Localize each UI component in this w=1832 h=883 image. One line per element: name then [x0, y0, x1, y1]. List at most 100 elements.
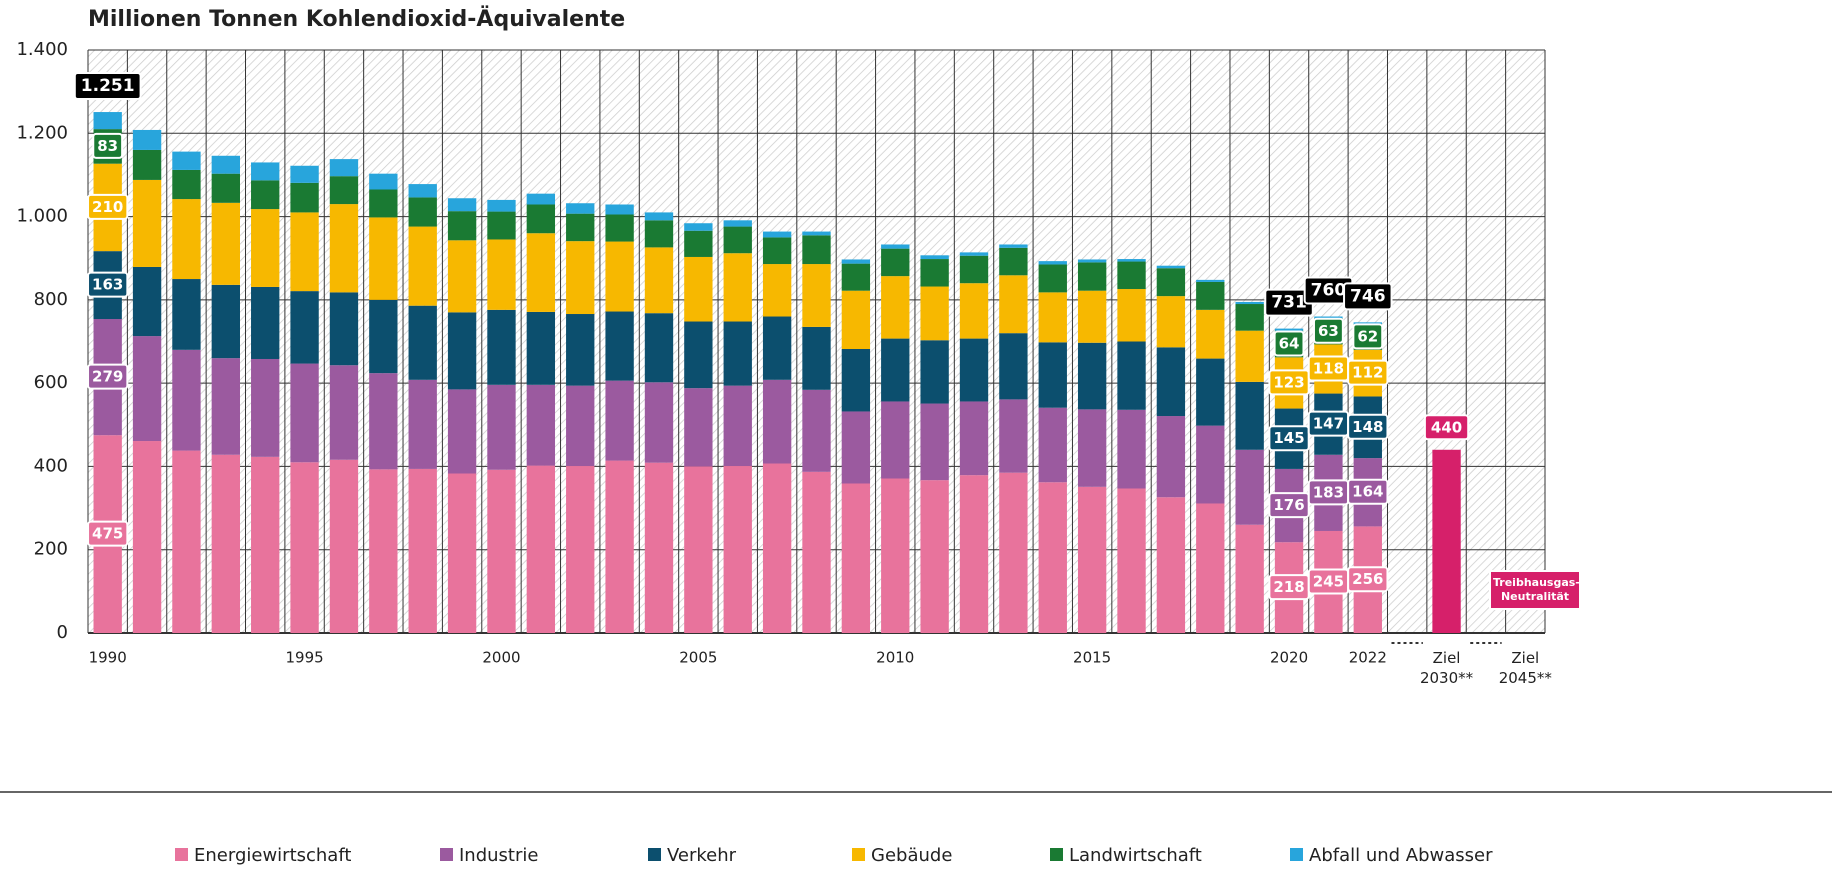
bar-segment	[999, 244, 1028, 248]
legend-label: Gebäude	[871, 845, 952, 866]
bar-segment	[881, 478, 910, 633]
bar-segment	[408, 468, 437, 633]
bar-segment	[920, 340, 949, 404]
bar-segment	[762, 379, 792, 464]
bar-segment	[841, 259, 871, 264]
bar-segment	[566, 314, 595, 386]
data-label: 163	[92, 276, 123, 294]
label-box	[1268, 492, 1310, 519]
label-box	[1423, 414, 1470, 441]
bar-segment	[290, 462, 319, 633]
bar-segment	[566, 466, 595, 633]
bar-segment	[132, 149, 162, 180]
data-label: 183	[1313, 483, 1344, 501]
bar-segment	[526, 193, 556, 205]
bar-segment	[1156, 268, 1186, 297]
bar-segment	[526, 204, 556, 234]
bar-segment	[841, 348, 871, 412]
bar-segment	[172, 199, 201, 280]
x-tick-label: 2000	[482, 649, 520, 667]
data-label: 64	[1279, 334, 1300, 352]
bar-segment	[251, 358, 280, 457]
bar-segment	[290, 182, 319, 213]
data-label: 279	[92, 368, 123, 386]
bar-segment	[881, 401, 910, 479]
label-box	[1347, 359, 1389, 386]
y-tick-label: 1.000	[16, 206, 68, 227]
bar-segment	[762, 237, 792, 265]
bar-segment	[841, 263, 871, 291]
y-tick-label: 200	[34, 539, 68, 560]
bar-segment	[132, 441, 162, 633]
y-tick-label: 400	[34, 455, 68, 476]
bar-segment	[762, 463, 792, 633]
label-box	[1268, 425, 1310, 452]
bar-segment	[1156, 416, 1186, 498]
bar-segment	[1038, 292, 1067, 343]
bar-segment	[1156, 265, 1186, 269]
bar-segment	[329, 365, 359, 460]
bar-segment	[762, 316, 792, 380]
bar-segment	[566, 203, 595, 214]
bar-segment	[290, 165, 319, 183]
bar-segment	[566, 213, 595, 242]
bar-segment	[251, 162, 280, 181]
bar-segment	[762, 231, 792, 238]
label-box	[1343, 282, 1393, 311]
bar-segment	[1196, 279, 1225, 282]
bar-segment	[644, 462, 674, 633]
bar-segment	[408, 226, 437, 306]
bar-segment	[329, 204, 359, 293]
bar-segment	[920, 259, 949, 287]
label-box	[1273, 330, 1305, 357]
bar-segment	[211, 284, 241, 359]
bar-segment	[802, 389, 831, 472]
data-label: 245	[1313, 572, 1344, 590]
x-tick-label: 1990	[89, 649, 127, 667]
bar-segment	[605, 241, 634, 312]
bar-segment	[1038, 342, 1067, 408]
data-label: 83	[97, 137, 118, 155]
bar-segment	[1038, 407, 1067, 483]
bar-segment	[723, 466, 752, 633]
bar-segment	[251, 456, 280, 633]
bar-segment	[487, 211, 516, 240]
data-label: 112	[1352, 364, 1383, 382]
bar-segment	[487, 384, 516, 470]
label-box	[1347, 413, 1389, 440]
bar-segment	[408, 379, 437, 469]
bar-segment	[1235, 381, 1264, 450]
bar-segment	[841, 290, 871, 349]
bar-segment	[1235, 330, 1264, 382]
legend-label: Landwirtschaft	[1069, 845, 1202, 866]
data-label: 176	[1273, 496, 1304, 514]
bar-segment	[1156, 497, 1186, 633]
bar-segment	[920, 480, 949, 633]
bar-segment	[1235, 304, 1264, 331]
bar-segment	[1235, 524, 1264, 633]
bar-segment	[802, 264, 831, 327]
bar-segment	[644, 220, 674, 248]
label-box	[87, 193, 129, 220]
bar-segment	[762, 264, 792, 317]
bar-segment	[172, 450, 201, 633]
bar-segment	[408, 305, 437, 380]
legend-swatch	[852, 848, 865, 861]
bar-segment	[1077, 262, 1107, 291]
chart-title: Millionen Tonnen Kohlendioxid-Äquivalent…	[88, 6, 625, 32]
data-label: 256	[1352, 570, 1383, 588]
bar-segment	[172, 169, 201, 200]
x-tick-label: Ziel 2030**	[1420, 649, 1474, 687]
bar-segment	[526, 311, 556, 385]
bar-segment	[526, 233, 556, 312]
bar-segment	[290, 291, 319, 364]
bar-segment	[684, 388, 713, 467]
data-label: 218	[1273, 578, 1304, 596]
bar-segment	[526, 384, 556, 466]
data-label: 63	[1318, 322, 1339, 340]
bar-segment	[1235, 301, 1264, 305]
bar-segment	[1353, 322, 1382, 325]
bar-segment	[172, 279, 201, 350]
label-box	[1312, 317, 1344, 344]
bar-segment	[959, 252, 989, 256]
